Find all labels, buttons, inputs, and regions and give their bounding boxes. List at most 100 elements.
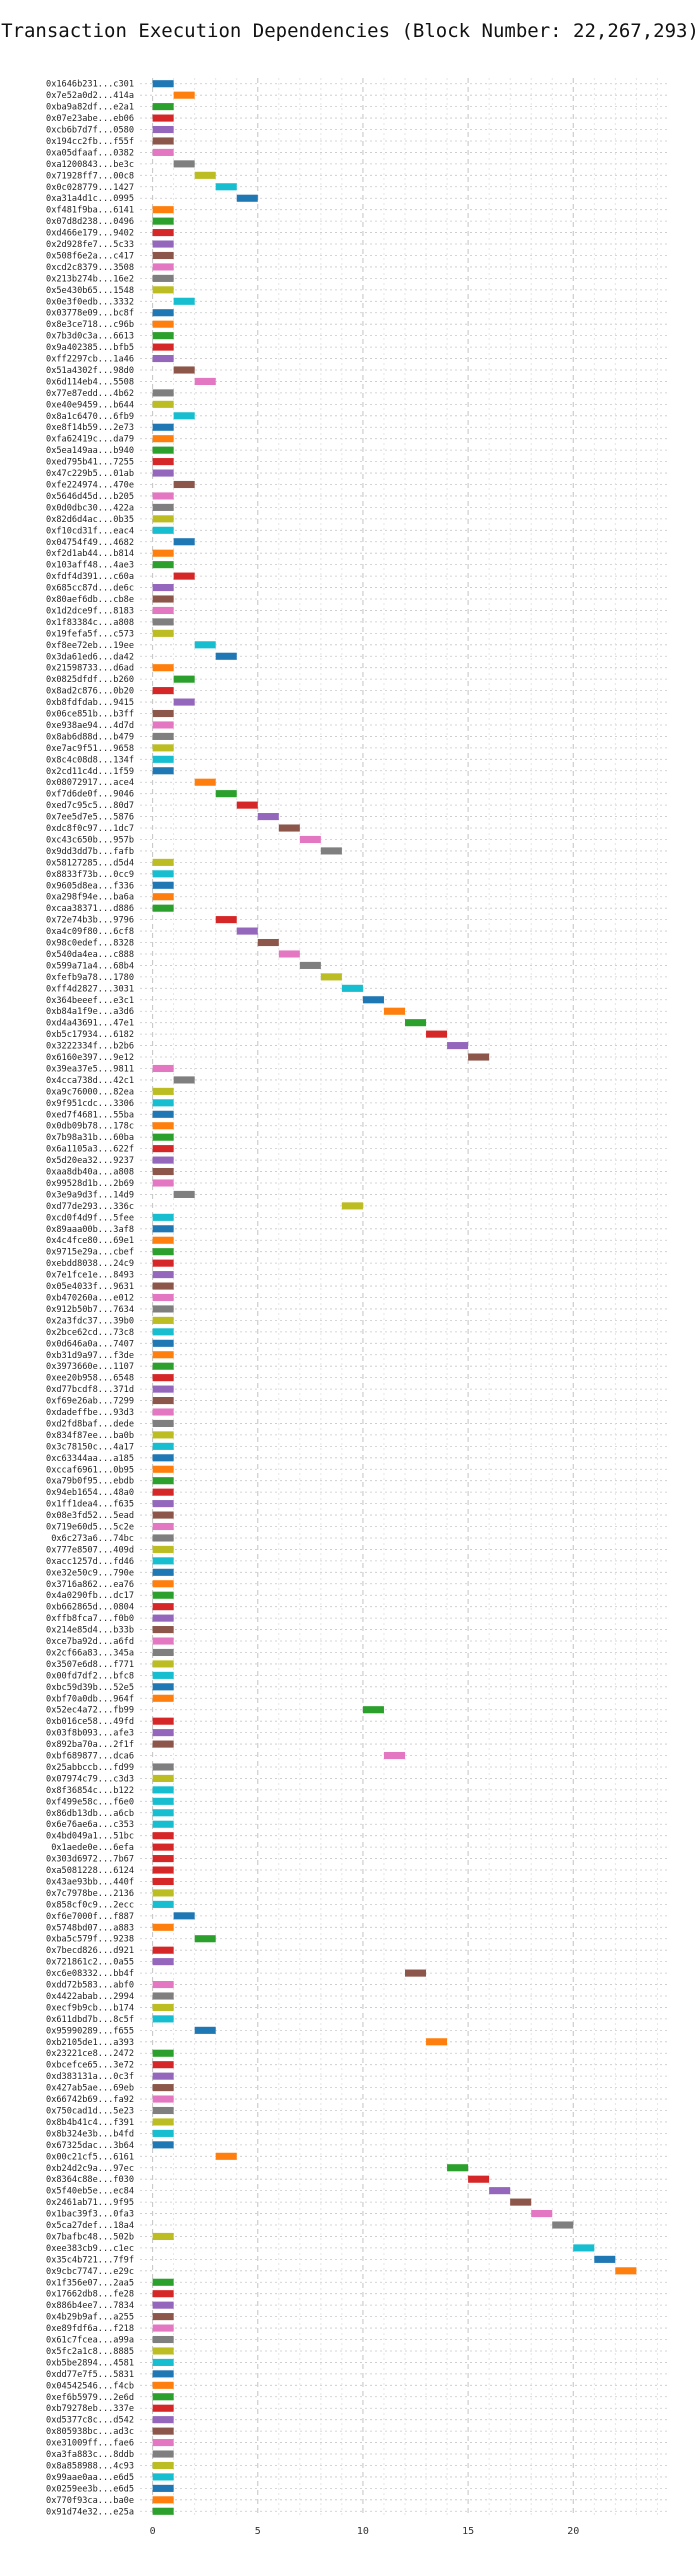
row-label: 0xb2105de1...a393 — [46, 2038, 134, 2048]
task-bar — [152, 1855, 174, 1863]
task-bar — [468, 1053, 490, 1061]
row-label: 0x9dd3dd7b...fafb — [46, 847, 134, 857]
task-bar — [152, 1477, 174, 1485]
task-bar — [152, 1397, 174, 1405]
task-bar — [426, 1030, 448, 1038]
row-label: 0x9a402385...bfb5 — [46, 343, 134, 353]
row-label: 0x77e87edd...4b62 — [46, 389, 134, 399]
row-label: 0x0db09b78...178c — [46, 1122, 134, 1132]
task-bar — [152, 1923, 174, 1931]
task-bar — [152, 2003, 174, 2011]
row-label: 0x427ab5ae...69eb — [46, 2084, 134, 2094]
task-bar — [152, 309, 174, 317]
task-bar — [152, 1820, 174, 1828]
row-label: 0x7bafbc48...502b — [46, 2232, 134, 2242]
row-label: 0x07e23abe...eb06 — [46, 114, 134, 124]
task-bar — [278, 950, 300, 958]
row-label: 0x7e52a0d2...414a — [46, 91, 134, 101]
row-label: 0x8a1c6470...6fb9 — [46, 412, 134, 422]
row-label: 0xba5c579f...9238 — [46, 1935, 134, 1945]
task-bar — [152, 1648, 174, 1657]
row-label: 0x7b3d0c3a...6613 — [46, 332, 134, 342]
row-label: 0xdc8f0c97...1dc7 — [46, 824, 134, 834]
task-bar — [152, 2347, 174, 2355]
task-bar — [152, 1293, 174, 1302]
task-bar — [152, 2072, 174, 2080]
row-label: 0x3da61ed6...da42 — [46, 652, 134, 662]
task-bar — [468, 2175, 490, 2183]
task-bar — [152, 1500, 174, 1508]
row-label: 0xa1200843...be3c — [46, 160, 134, 170]
task-bar — [152, 606, 174, 615]
task-bar — [152, 2301, 174, 2309]
row-label: 0xc63344aa...a185 — [46, 1454, 134, 1464]
row-label: 0xccaf6961...0b95 — [46, 1465, 134, 1475]
row-label: 0xe7ac9f51...9658 — [46, 744, 134, 754]
task-bar — [152, 2496, 174, 2504]
x-tick-label: 20 — [567, 2526, 579, 2537]
row-label: 0x2a3fdc37...39b0 — [46, 1316, 134, 1326]
row-label: 0x1f83384c...a808 — [46, 618, 134, 628]
task-bar — [152, 2439, 174, 2447]
row-label: 0x6d114eb4...5508 — [46, 377, 134, 387]
row-label: 0x7becd826...d921 — [46, 1946, 134, 1956]
task-bar — [194, 641, 216, 649]
task-bar — [573, 2244, 595, 2252]
task-bar — [152, 629, 174, 637]
row-label: 0xf2d1ab44...b814 — [46, 549, 134, 559]
row-label: 0xdadeffbe...93d3 — [46, 1408, 134, 1418]
row-label: 0x3e9a9d3f...14d9 — [46, 1190, 134, 1200]
task-bar — [615, 2267, 637, 2275]
row-label: 0x00fd7df2...bfc8 — [46, 1671, 134, 1681]
task-bar — [299, 835, 321, 844]
row-label: 0xdd72b583...abf0 — [46, 1981, 134, 1991]
row-label: 0x912b50b7...7634 — [46, 1305, 134, 1315]
task-bar — [152, 1110, 174, 1118]
task-bar — [152, 1992, 174, 2000]
task-bar — [257, 813, 279, 821]
task-bar — [152, 1316, 174, 1324]
row-label: 0x9605d8ea...f336 — [46, 881, 134, 891]
row-label: 0xb5be2894...4581 — [46, 2358, 134, 2368]
row-label: 0xff4d2827...3031 — [46, 984, 134, 994]
row-label: 0x52ec4a72...fb99 — [46, 1706, 134, 1716]
task-bar — [152, 435, 174, 443]
task-bar — [278, 824, 300, 832]
task-bar — [194, 377, 216, 385]
row-label: 0xb5c17934...6182 — [46, 1030, 134, 1040]
task-bar — [447, 2164, 469, 2172]
task-bar — [152, 767, 174, 775]
task-bar — [152, 870, 174, 878]
task-bar — [152, 492, 174, 500]
task-bar — [152, 286, 174, 294]
row-label: 0x4bd049a1...51bc — [46, 1832, 134, 1842]
task-bar — [152, 732, 174, 740]
task-bar — [173, 297, 195, 305]
row-label: 0x7c7978be...2136 — [46, 1889, 134, 1899]
task-bar — [152, 1866, 174, 1874]
row-label: 0x5fc2a1c8...8885 — [46, 2347, 134, 2357]
row-label: 0x58127285...d5d4 — [46, 858, 134, 868]
task-bar — [152, 1545, 174, 1553]
row-label: 0x6160e397...9e12 — [46, 1053, 134, 1063]
x-tick-label: 10 — [357, 2526, 369, 2537]
row-label: 0x51a4302f...98d0 — [46, 366, 134, 376]
row-label: 0xebdd8038...24c9 — [46, 1259, 134, 1269]
row-label: 0x5e430b65...1548 — [46, 286, 134, 296]
task-bar — [152, 503, 174, 511]
row-label: 0x5ca27def...18a4 — [46, 2221, 134, 2231]
row-label: 0x5d20ea32...9237 — [46, 1156, 134, 1166]
task-bar — [152, 755, 174, 763]
row-label: 0x8833f73b...0cc9 — [46, 870, 134, 880]
task-bar — [362, 1706, 384, 1714]
row-label: 0x7ee5d7e5...5876 — [46, 813, 134, 823]
row-label: 0x8364c88e...f030 — [46, 2175, 134, 2185]
row-label: 0x04542546...f4cb — [46, 2381, 134, 2391]
task-bar — [152, 2084, 174, 2092]
task-bar — [152, 1305, 174, 1313]
task-bar — [236, 194, 258, 202]
task-bar — [152, 2507, 174, 2515]
row-label: 0x9f951cdc...3306 — [46, 1099, 134, 1109]
task-bar — [152, 103, 174, 111]
task-bar — [173, 572, 195, 580]
